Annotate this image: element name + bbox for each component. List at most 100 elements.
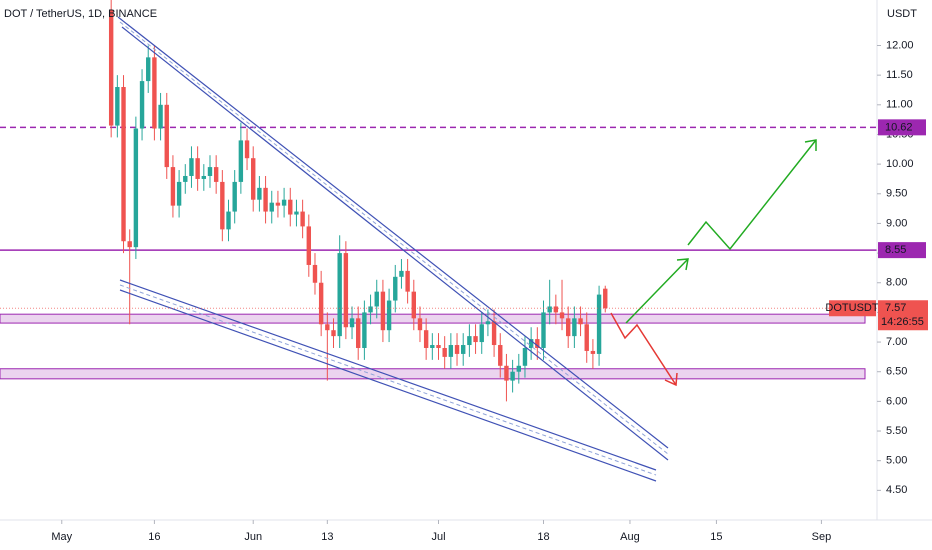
candle-body — [541, 312, 546, 348]
countdown-label: 14:26:55 — [881, 316, 924, 328]
candle-body — [343, 253, 349, 328]
candle-body — [318, 282, 324, 325]
arrow-head — [804, 139, 817, 151]
candle-body — [578, 318, 583, 325]
trendline — [121, 26, 669, 461]
trendline-mid — [119, 284, 657, 476]
candle-body — [356, 318, 361, 348]
candle-body — [572, 318, 577, 337]
x-tick-label: May — [51, 531, 72, 543]
symbol-box — [829, 300, 876, 317]
candle-body — [263, 187, 268, 212]
candle-body — [405, 270, 410, 292]
candle-body — [473, 336, 478, 343]
y-tick-label: 4.50 — [886, 484, 907, 496]
candle-body — [565, 318, 571, 337]
candle-body — [201, 175, 207, 179]
candle-body — [535, 339, 540, 348]
candle-body — [337, 253, 342, 337]
candle-body — [510, 371, 515, 381]
y-tick-label: 5.00 — [886, 455, 907, 467]
y-tick-label: 5.50 — [886, 425, 907, 437]
candle-body — [479, 324, 484, 343]
candle-body — [331, 330, 336, 337]
candle-body — [325, 324, 330, 331]
level-label: 8.55 — [885, 244, 906, 256]
candle-body — [127, 241, 132, 248]
candle-body — [516, 365, 521, 372]
candle-body — [139, 81, 145, 129]
projection-arrows — [610, 139, 817, 387]
candle-body — [189, 158, 194, 176]
y-unit: USDT — [887, 8, 917, 20]
candle-body — [522, 347, 528, 366]
candle-body — [269, 202, 274, 212]
candle-body — [603, 288, 608, 309]
candle-body — [362, 312, 367, 348]
candle-body — [152, 57, 157, 129]
level-label: 10.62 — [885, 121, 913, 133]
candle-body — [170, 167, 176, 206]
candle-body — [374, 291, 379, 307]
candle-body — [275, 202, 281, 206]
zones — [0, 126, 877, 380]
zone — [0, 313, 866, 324]
candle-body — [164, 104, 169, 168]
y-tick-label: 7.00 — [886, 336, 907, 348]
candle-body — [108, 9, 114, 126]
candle-body — [368, 306, 373, 313]
x-tick-label: 13 — [321, 531, 333, 543]
x-tick-label: 18 — [537, 531, 549, 543]
arrow-up — [687, 139, 817, 251]
candle-body — [207, 167, 213, 176]
candle-body — [380, 291, 386, 331]
price-label: 7.57 — [885, 302, 906, 314]
candle-body — [133, 128, 139, 248]
candle-body — [306, 226, 312, 265]
candle-body — [417, 318, 423, 331]
candle-body — [528, 339, 534, 348]
arrow-head — [676, 258, 689, 271]
x-tick-label: Jul — [431, 531, 445, 543]
candle-body — [183, 175, 188, 182]
x-tick-label: Sep — [812, 531, 832, 543]
candle-body — [461, 345, 466, 354]
level-label-box — [878, 119, 926, 136]
candle-body — [232, 181, 237, 212]
candle-body — [504, 365, 509, 381]
candle-body — [176, 181, 182, 206]
candle-body — [213, 167, 219, 182]
candle-body — [393, 276, 398, 301]
y-tick-label: 11.00 — [886, 99, 913, 111]
candle-body — [442, 347, 447, 357]
axes: 4.505.005.506.006.507.007.508.008.509.00… — [0, 39, 928, 543]
y-tick-label: 6.50 — [886, 366, 907, 378]
y-tick-label: 6.00 — [886, 395, 907, 407]
trendline-mid — [119, 21, 669, 455]
candle-body — [559, 312, 565, 319]
candle-body — [411, 291, 416, 319]
candle-body — [220, 181, 225, 230]
candle-body — [448, 345, 454, 357]
candle-body — [312, 264, 318, 283]
candles — [108, 0, 608, 402]
candle-body — [121, 87, 126, 242]
candle-body — [115, 87, 120, 126]
candle-body — [590, 350, 596, 354]
candle-body — [430, 345, 435, 348]
candle-body — [294, 211, 299, 215]
candle-body — [386, 300, 392, 331]
candle-body — [467, 336, 472, 346]
candle-body — [288, 199, 293, 215]
candle-body — [146, 57, 151, 82]
y-tick-label: 11.50 — [886, 69, 913, 81]
chart-title: DOT / TetherUS, 1D, BINANCE — [4, 8, 157, 20]
candle-body — [547, 306, 552, 313]
arrow-head — [664, 372, 678, 387]
candle-body — [423, 330, 429, 348]
y-tick-label: 12.00 — [886, 39, 914, 51]
candle-body — [584, 324, 589, 351]
